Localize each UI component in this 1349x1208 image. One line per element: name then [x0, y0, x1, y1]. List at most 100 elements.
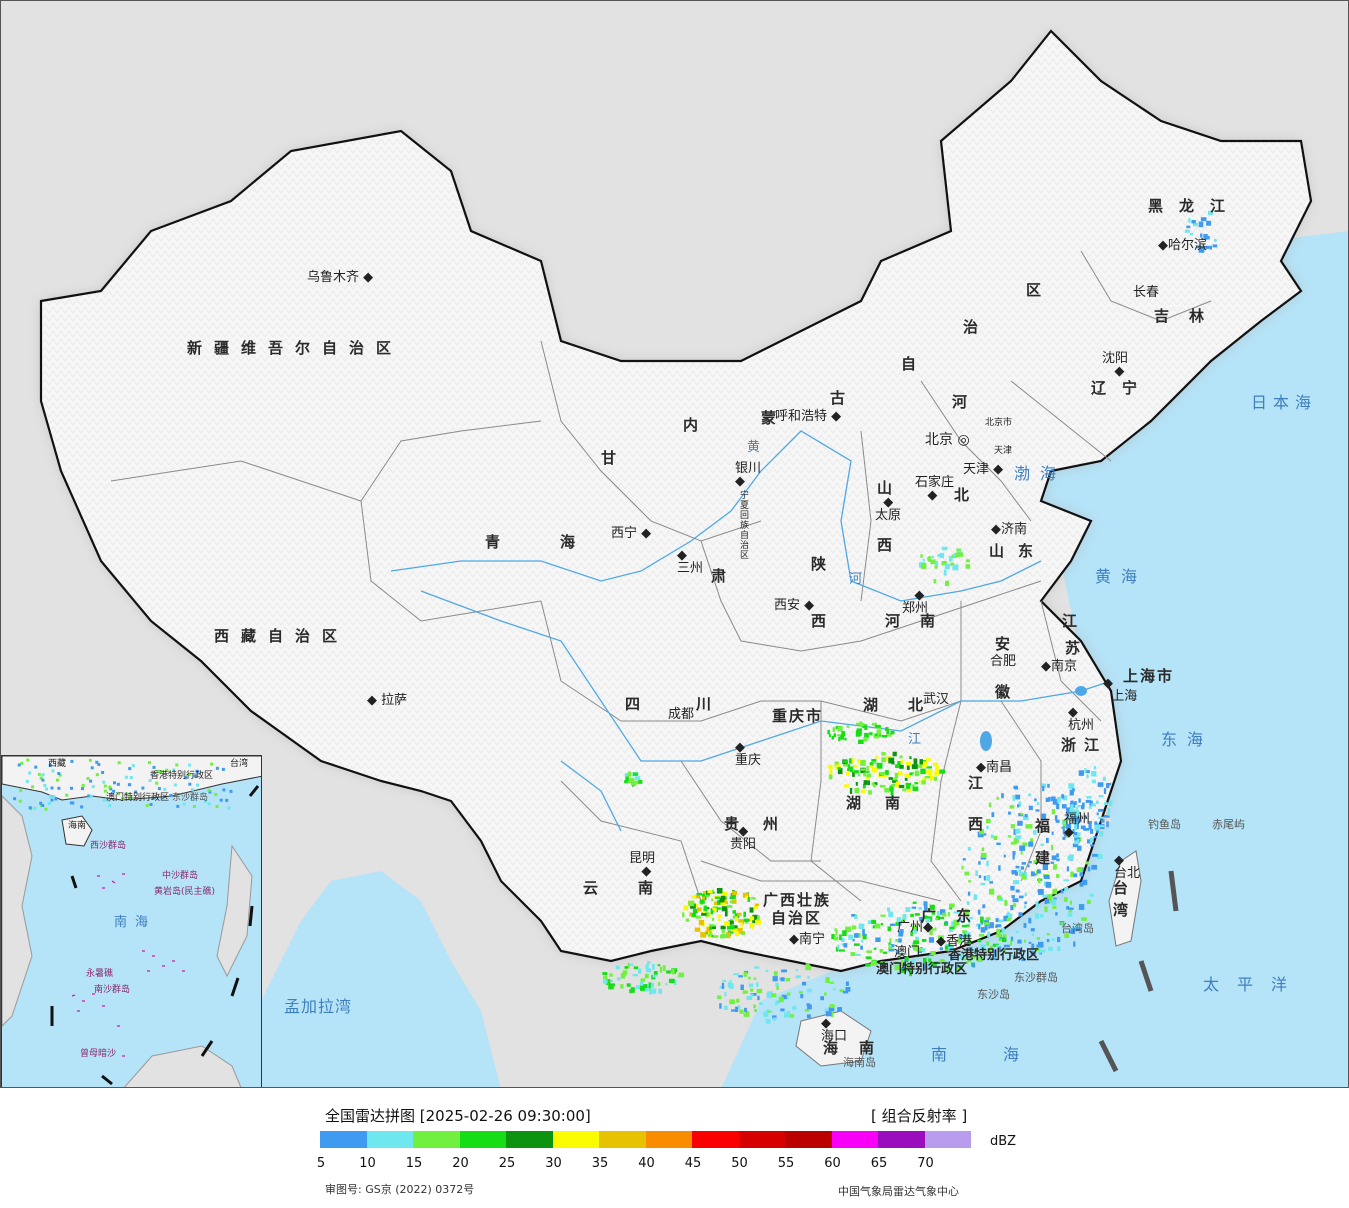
city-fuzhou[interactable]: 福州 ◆ — [1064, 812, 1091, 840]
radar-echo-pixel — [113, 781, 116, 785]
radar-echo-pixel — [1094, 824, 1100, 831]
radar-echo-pixel — [868, 963, 874, 966]
radar-echo-pixel — [929, 904, 935, 910]
city-macau[interactable]: 澳门 — [894, 945, 921, 960]
radar-echo-pixel — [947, 912, 951, 917]
label-chongqing: 重庆市 — [772, 707, 824, 725]
city-shenyang[interactable]: 沈阳 ◆ — [1102, 351, 1129, 379]
radar-echo-pixel — [807, 976, 810, 979]
radar-echo-pixel — [1001, 793, 1004, 799]
radar-echo-pixel — [1066, 812, 1069, 819]
label-jiangsu-0: 江 — [1062, 612, 1078, 630]
radar-echo-pixel — [208, 790, 212, 794]
label-macau-sar: 澳门特别行政区 — [876, 962, 968, 977]
sea-huanghai: 黄海 — [1095, 567, 1148, 586]
radar-echo-pixel — [851, 925, 857, 930]
city-nanning[interactable]: ◆南宁 — [789, 932, 826, 947]
radar-echo-pixel — [52, 795, 56, 798]
radar-echo-pixel — [1042, 864, 1048, 870]
radar-echo-pixel — [771, 993, 777, 998]
city-lanzhou[interactable]: ◆ 三州 — [677, 548, 704, 576]
city-haikou[interactable]: ◆ 海口 — [821, 1016, 848, 1044]
radar-echo-pixel — [847, 768, 851, 771]
south-china-sea-inset[interactable]: 西藏 台湾 海南 香港特别行政区 澳门特别行政区 东沙群岛 西沙群岛 中沙群岛 … — [1, 755, 262, 1087]
radar-echo-pixel — [739, 931, 742, 934]
inset-label-nansha: 南沙群岛 — [94, 985, 131, 995]
radar-echo-pixel — [833, 733, 836, 738]
radar-echo-pixel — [148, 779, 152, 782]
radar-echo-pixel — [188, 782, 192, 786]
radar-echo-pixel — [649, 988, 652, 992]
city-chongqing[interactable]: ◆ 重庆 — [735, 740, 762, 768]
radar-echo-pixel — [839, 949, 845, 952]
radar-echo-pixel — [175, 763, 179, 767]
radar-echo-pixel — [1190, 233, 1193, 236]
city-shijiazhuang[interactable]: 石家庄 ◆ — [915, 475, 955, 503]
city-shanghai[interactable]: ◆ 上海 — [1103, 676, 1138, 704]
city-hohhot[interactable]: 呼和浩特 ◆ — [775, 409, 842, 424]
radar-echo-pixel — [933, 579, 937, 584]
city-guiyang[interactable]: ◆ 贵阳 — [730, 824, 757, 852]
radar-echo-pixel — [837, 767, 841, 770]
radar-echo-pixel — [807, 988, 812, 993]
city-chengdu[interactable]: 成都 — [668, 707, 695, 722]
city-nanchang[interactable]: ◆南昌 — [976, 760, 1013, 775]
city-xian[interactable]: 西安 ◆ — [774, 598, 815, 613]
radar-echo-pixel — [620, 984, 624, 989]
radar-echo-pixel — [1077, 805, 1081, 808]
inset-nine-dash — [50, 785, 260, 1086]
legend-product-type: [ 组合反射率 ] — [871, 1107, 968, 1125]
sea-japan: 日本海 — [1251, 393, 1318, 412]
city-lhasa[interactable]: ◆ 拉萨 — [367, 693, 408, 708]
radar-echo-pixel — [906, 964, 913, 971]
label-guangxi-1: 自治区 — [771, 909, 823, 927]
radar-echo-pixel — [980, 916, 984, 923]
label-sichuan: 四川 — [625, 695, 768, 713]
radar-echo-pixel — [605, 979, 611, 985]
radar-echo-pixel — [990, 834, 994, 839]
radar-echo-pixel — [928, 958, 932, 963]
radar-echo-pixel — [1093, 766, 1097, 770]
radar-echo-pixel — [689, 912, 692, 917]
city-jinan[interactable]: ◆济南 — [991, 522, 1028, 537]
radar-echo-pixel — [1067, 912, 1073, 917]
city-urumqi[interactable]: 乌鲁木齐 ◆ — [307, 270, 374, 285]
radar-echo-pixel — [888, 942, 891, 947]
city-xining[interactable]: 西宁 ◆ — [611, 526, 652, 541]
city-hangzhou[interactable]: ◆ 杭州 — [1068, 705, 1095, 733]
radar-echo-pixel — [1106, 782, 1112, 786]
radar-echo-pixel — [889, 938, 892, 944]
city-harbin[interactable]: ◆哈尔滨 — [1158, 238, 1208, 253]
city-kunming[interactable]: 昆明 ◆ — [629, 851, 656, 879]
city-hongkong[interactable]: ◆香港 — [936, 934, 973, 949]
radar-echo-pixel — [922, 761, 928, 767]
radar-echo-pixel — [888, 757, 895, 764]
city-tianjin[interactable]: 天津 ◆ — [963, 462, 1004, 477]
city-beijing[interactable]: 北京 ◎ — [925, 432, 970, 448]
city-taiyuan[interactable]: ◆ 太原 — [875, 495, 902, 523]
radar-echo-pixel — [1023, 923, 1027, 928]
radar-echo-pixel — [688, 900, 695, 907]
radar-echo-pixel — [840, 735, 844, 740]
radar-echo-pixel — [888, 948, 895, 952]
city-taibei[interactable]: ◆ 台北 — [1114, 853, 1141, 881]
china-radar-map[interactable]: 新疆维吾尔自治区 西藏自治区 青海 甘 肃 内 蒙 古 自 治 区 黑龙江 吉林… — [0, 0, 1349, 1088]
radar-echo-pixel — [1088, 821, 1092, 825]
city-changchun[interactable]: 长春 — [1133, 285, 1160, 300]
radar-echo-pixel — [921, 939, 927, 942]
radar-echo-pixel — [1023, 815, 1029, 821]
radar-echo-pixel — [215, 766, 219, 770]
radar-echo-pixel — [896, 917, 901, 923]
radar-echo-pixel — [835, 946, 839, 952]
radar-echo-pixel — [1040, 843, 1044, 846]
city-wuhan[interactable]: 武汉 — [923, 692, 950, 707]
radar-echo-pixel — [1072, 829, 1075, 832]
city-zhengzhou[interactable]: ◆ 郑州 — [902, 588, 929, 616]
radar-echo-pixel — [933, 762, 939, 766]
city-guangzhou[interactable]: 广州◆ — [897, 920, 934, 935]
radar-echo-pixel — [65, 793, 69, 797]
city-hefei[interactable]: 合肥 — [990, 654, 1017, 669]
city-yinchuan[interactable]: 银川 ◆ — [735, 461, 762, 489]
legend-title: 全国雷达拼图 [2025-02-26 09:30:00] — [325, 1107, 591, 1125]
city-nanjing[interactable]: ◆南京 — [1041, 659, 1078, 674]
